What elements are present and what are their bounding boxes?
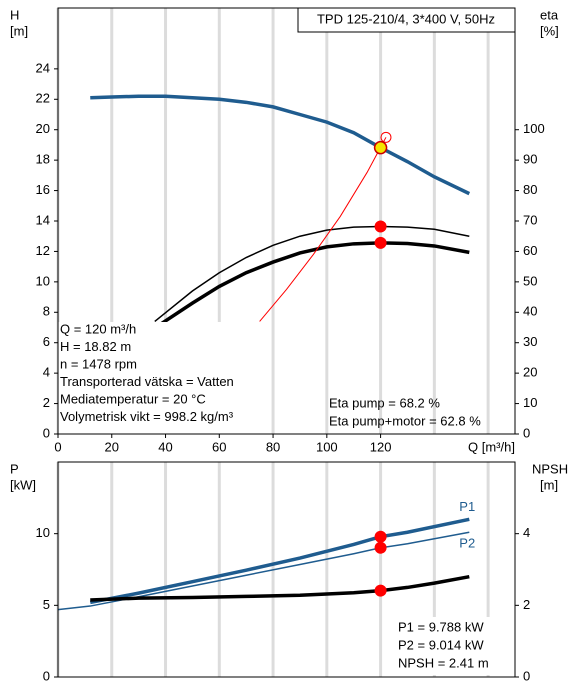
y2-tick-label: 0 xyxy=(523,668,530,683)
curve xyxy=(159,241,470,326)
y2-axis-label: [%] xyxy=(540,23,559,38)
x-axis-label: Q [m³/h] xyxy=(468,439,515,454)
plot-frame xyxy=(57,461,516,678)
plot-frame xyxy=(57,7,516,435)
duty-point xyxy=(374,236,387,249)
info-text: P2 = 9.014 kW xyxy=(398,637,484,652)
y-tick-label: 16 xyxy=(36,182,50,197)
info-text: Eta pump = 68.2 % xyxy=(329,395,440,410)
y2-tick-label: 2 xyxy=(523,597,530,612)
info-box xyxy=(58,322,265,434)
info-text: H = 18.82 m xyxy=(60,339,131,354)
curve xyxy=(154,225,470,322)
y-tick-label: 5 xyxy=(43,597,50,612)
y2-axis-label: NPSH xyxy=(532,461,568,476)
y2-tick-label: 100 xyxy=(523,121,545,136)
y2-tick-label: 10 xyxy=(523,395,537,410)
info-text: Mediatemperatur = 20 °C xyxy=(60,391,206,406)
y2-tick-label: 30 xyxy=(523,334,537,349)
y2-tick-label: 20 xyxy=(523,365,537,380)
x-tick-label: 60 xyxy=(212,439,226,454)
y-tick-label: 24 xyxy=(36,60,50,75)
curve xyxy=(90,574,470,602)
y-tick-label: 14 xyxy=(36,212,50,227)
duty-point xyxy=(374,584,387,597)
legend-label: P2 xyxy=(459,536,475,551)
info-text: P1 = 9.788 kW xyxy=(398,619,484,634)
duty-point xyxy=(374,541,387,554)
y2-tick-label: 70 xyxy=(523,212,537,227)
y-tick-label: 0 xyxy=(43,425,50,440)
x-tick-label: 20 xyxy=(105,439,119,454)
y2-tick-label: 90 xyxy=(523,152,537,167)
y2-tick-label: 80 xyxy=(523,182,537,197)
legend-label: P1 xyxy=(459,499,475,514)
y2-axis-label: [m] xyxy=(540,477,558,492)
x-tick-label: 80 xyxy=(266,439,280,454)
y2-axis-label: eta xyxy=(540,7,559,22)
y2-tick-label: 40 xyxy=(523,304,537,319)
x-tick-label: 100 xyxy=(316,439,338,454)
info-text: n = 1478 rpm xyxy=(60,356,137,371)
y-tick-label: 10 xyxy=(36,273,50,288)
y-axis-label: P xyxy=(10,461,19,476)
y2-tick-label: 60 xyxy=(523,243,537,258)
end-marker xyxy=(380,131,392,143)
info-text: NPSH = 2.41 m xyxy=(398,655,489,670)
duty-point xyxy=(374,220,387,233)
y-tick-label: 8 xyxy=(43,304,50,319)
y-tick-label: 0 xyxy=(43,668,50,683)
y-tick-label: 22 xyxy=(36,91,50,106)
y-tick-label: 20 xyxy=(36,121,50,136)
curve xyxy=(89,517,470,605)
info-text: Volymetrisk vikt = 998.2 kg/m³ xyxy=(60,409,234,424)
y-tick-label: 6 xyxy=(43,334,50,349)
y-tick-label: 12 xyxy=(36,243,50,258)
x-tick-label: 0 xyxy=(54,439,61,454)
y-tick-label: 2 xyxy=(43,395,50,410)
y2-tick-label: 50 xyxy=(523,273,537,288)
duty-point xyxy=(373,140,388,155)
curve xyxy=(90,94,471,196)
y-axis-label: H xyxy=(10,7,19,22)
y-axis-label: [kW] xyxy=(10,477,36,492)
curve xyxy=(57,531,470,611)
y-tick-label: 18 xyxy=(36,152,50,167)
chart-title: TPD 125-210/4, 3*400 V, 50Hz xyxy=(317,11,495,26)
y2-tick-label: 4 xyxy=(523,525,530,540)
info-box xyxy=(395,617,513,675)
info-text: Eta pump+motor = 62.8 % xyxy=(329,413,481,428)
y-tick-label: 4 xyxy=(43,365,50,380)
duty-point xyxy=(374,530,387,543)
info-text: Transporterad vätska = Vatten xyxy=(60,374,234,389)
y-axis-label: [m] xyxy=(10,23,28,38)
info-text: Q = 120 m³/h xyxy=(60,321,136,336)
x-tick-label: 120 xyxy=(370,439,392,454)
x-tick-label: 40 xyxy=(158,439,172,454)
y2-tick-label: 0 xyxy=(523,425,530,440)
curve xyxy=(259,137,387,322)
y-tick-label: 10 xyxy=(36,525,50,540)
